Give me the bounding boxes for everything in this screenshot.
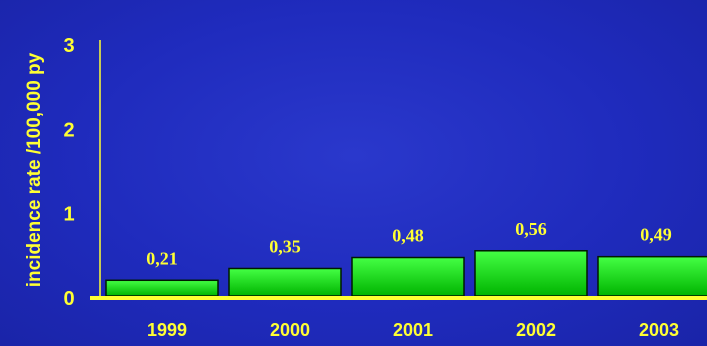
- y-tick-3: 3: [63, 35, 74, 57]
- x-tick-2002: 2002: [516, 320, 556, 340]
- y-tick-2: 2: [63, 119, 74, 141]
- data-label-2000: 0,35: [269, 236, 301, 256]
- y-tick-0: 0: [63, 288, 74, 310]
- x-ticks-layer: 1999 2000 2001 2002 2003: [147, 320, 679, 340]
- data-labels-layer: 0,21 0,35 0,48 0,56 0,49: [146, 219, 672, 269]
- data-label-2002: 0,56: [515, 219, 547, 239]
- bar-2003: [597, 255, 707, 297]
- y-axis-label: incidence rate /100,000 py: [24, 52, 45, 287]
- bars-layer: [105, 250, 707, 297]
- data-label-1999: 0,21: [146, 248, 178, 268]
- bar-2002: [474, 250, 588, 297]
- bar-1999: [105, 279, 219, 297]
- x-tick-2001: 2001: [393, 320, 433, 340]
- x-tick-2000: 2000: [270, 320, 310, 340]
- y-tick-1: 1: [63, 204, 74, 226]
- x-tick-1999: 1999: [147, 320, 187, 340]
- data-label-2001: 0,48: [392, 226, 424, 246]
- data-label-2003: 0,49: [640, 225, 672, 245]
- y-ticks-layer: 0 1 2 3: [63, 35, 74, 310]
- bar-2000: [228, 267, 342, 297]
- bar-2001: [351, 256, 465, 297]
- x-tick-2003: 2003: [639, 320, 679, 340]
